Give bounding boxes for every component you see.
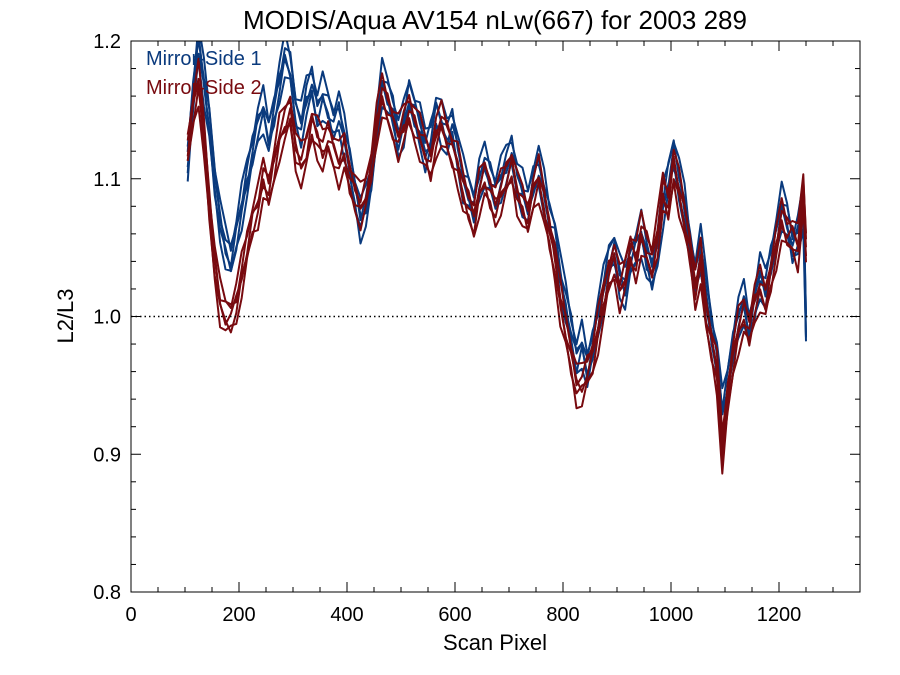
series-line-1-trace-5 [186, 41, 807, 390]
series-line-1-trace-1 [186, 58, 807, 439]
series-line-2-trace-2 [186, 86, 807, 456]
chart-title: MODIS/Aqua AV154 nLw(667) for 2003 289 [243, 5, 747, 35]
x-tick-label: 400 [330, 604, 363, 626]
y-tick-label: 0.8 [93, 582, 121, 604]
series-line-2-trace-1 [186, 105, 807, 475]
series-line-2-trace-3 [186, 77, 807, 463]
series-line-1-trace-2 [186, 52, 807, 416]
legend-entry-mirror-side-1: Mirror-Side 1 [146, 48, 262, 70]
y-tick-label: 1.2 [93, 31, 121, 53]
x-axis-label: Scan Pixel [443, 630, 547, 655]
y-axis: 0.8 0.9 1.0 1.1 1.2 [93, 31, 860, 604]
series-line-2-trace-5 [186, 57, 807, 435]
x-tick-label: 600 [438, 604, 471, 626]
y-tick-label: 1.1 [93, 169, 121, 191]
x-tick-label: 1000 [649, 604, 694, 626]
y-tick-label: 1.0 [93, 307, 121, 329]
x-tick-label: 200 [222, 604, 255, 626]
x-tick-label: 800 [546, 604, 579, 626]
y-axis-label: L2/L3 [53, 288, 78, 343]
plot-area [186, 41, 807, 475]
x-tick-label: 0 [125, 604, 136, 626]
y-tick-label: 0.9 [93, 444, 121, 466]
legend: Mirror-Side 1 Mirror-Side 2 [146, 48, 262, 99]
x-axis: 0 200 400 600 800 1000 1200 [125, 41, 861, 626]
x-tick-label: 1200 [757, 604, 802, 626]
legend-entry-mirror-side-2: Mirror-Side 2 [146, 77, 262, 99]
